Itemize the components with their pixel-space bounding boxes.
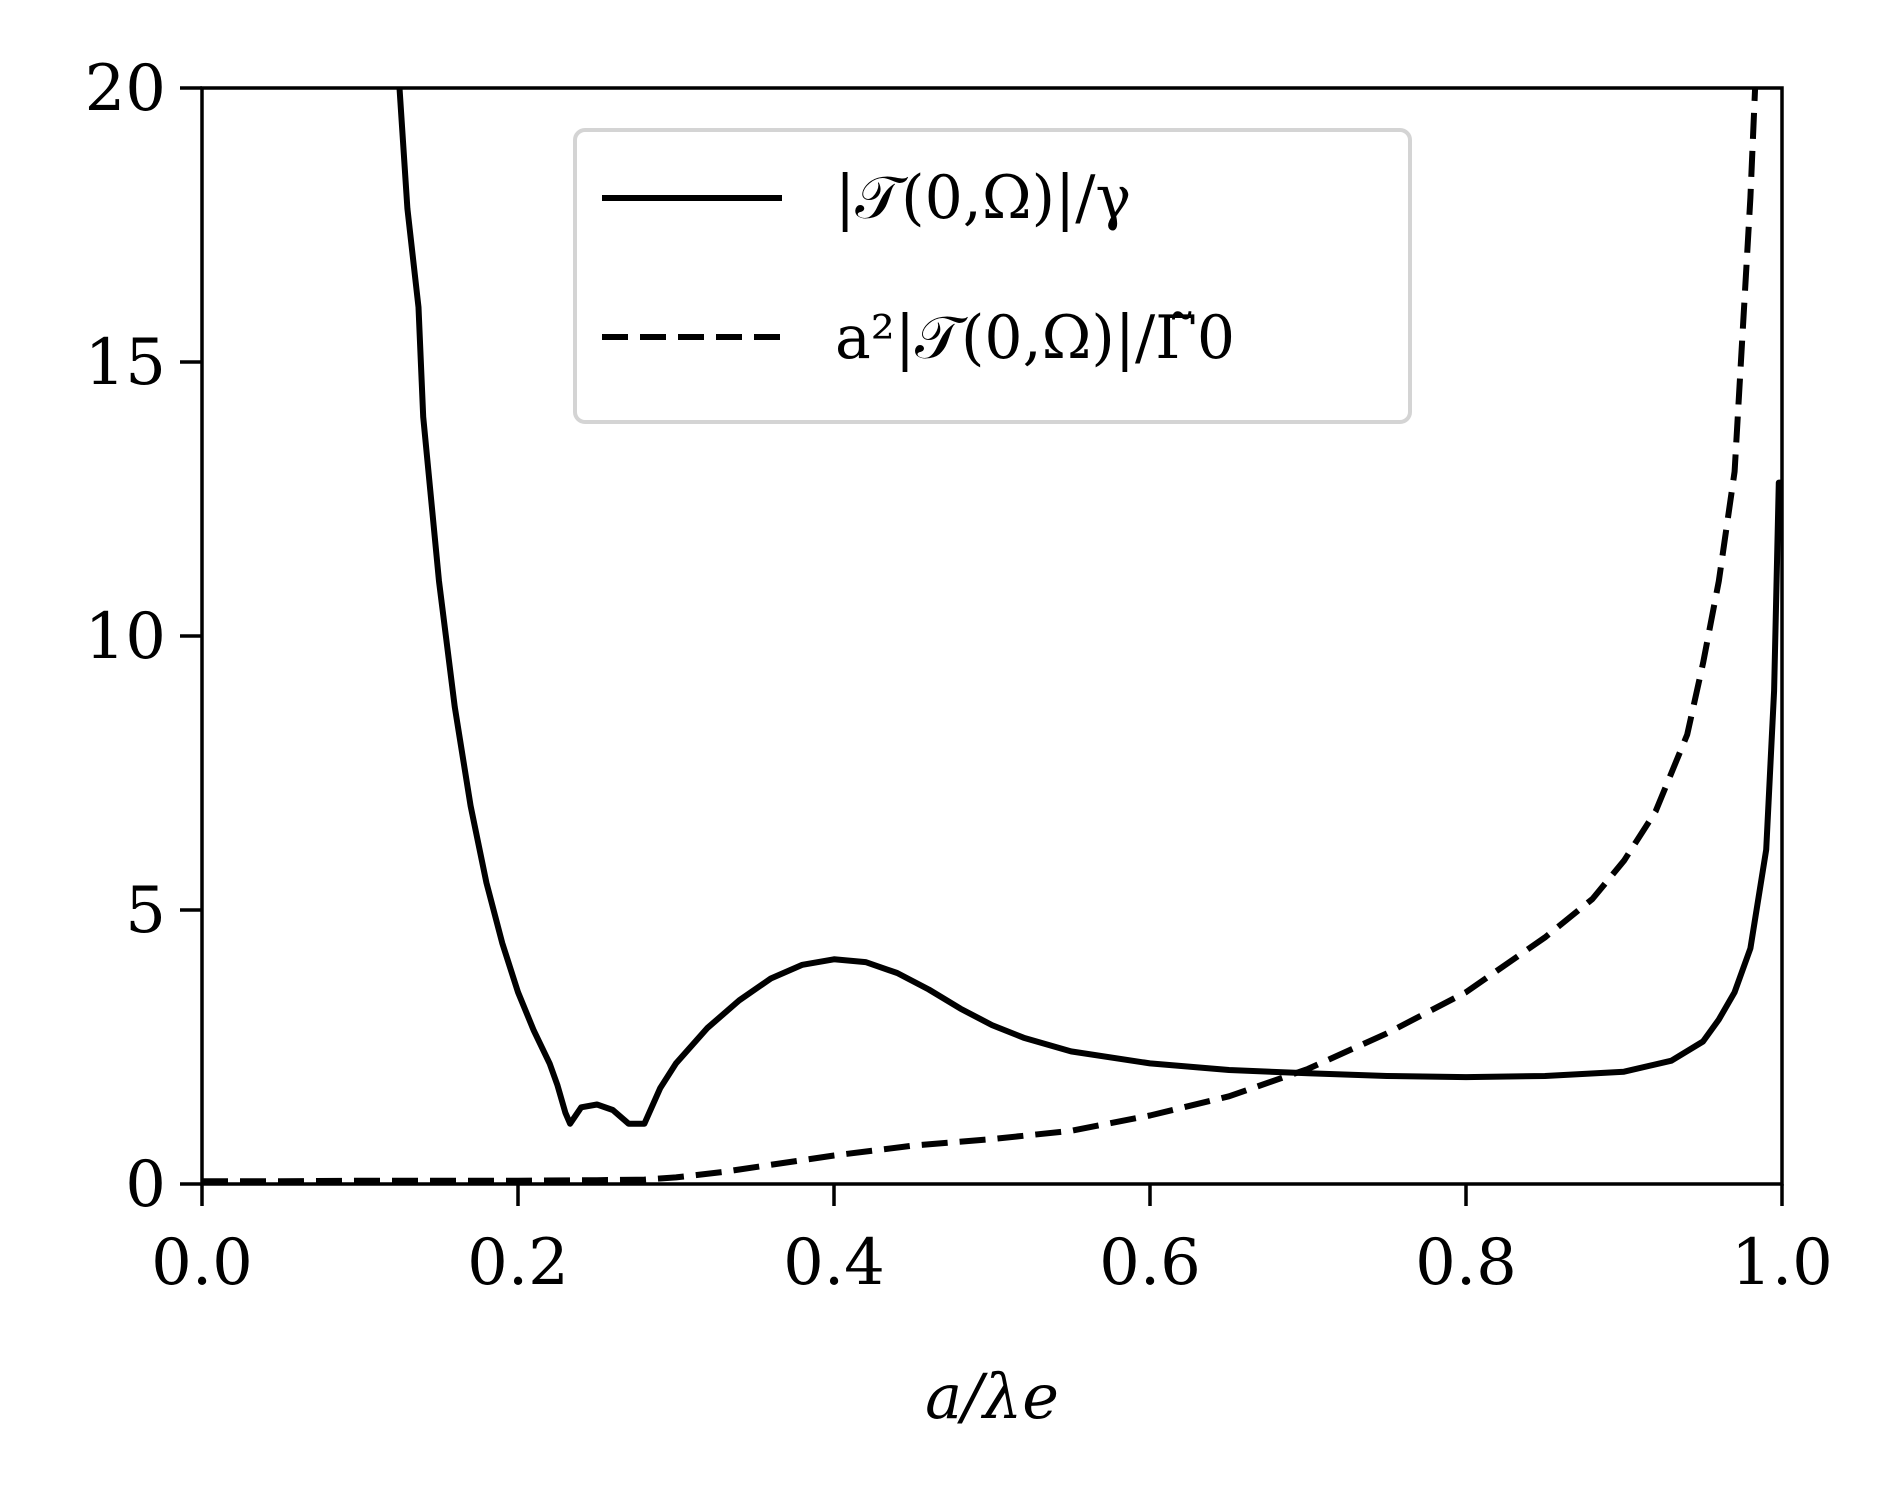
series-layer (202, 87, 1782, 1185)
tick-layer: 0.0 0.2 0.4 0.6 0.8 1.0 0 5 10 15 20 (85, 52, 1833, 1300)
y-tick-label: 0 (125, 1148, 166, 1222)
legend: |𝒯(0,Ω)|/γ a²|𝒯(0,Ω)|/Γ̃0 (573, 128, 1412, 424)
legend-box (573, 128, 1412, 424)
x-tick-label: 1.0 (1731, 1226, 1833, 1300)
legend-label-dashed: a²|𝒯(0,Ω)|/Γ̃0 (835, 303, 1235, 373)
y-tick-label: 20 (85, 52, 166, 126)
x-tick-label: 0.4 (783, 1226, 885, 1300)
series-line-dashed (202, 87, 1759, 1185)
x-tick-label: 0.6 (1099, 1226, 1201, 1300)
y-tick-label: 10 (85, 600, 166, 674)
y-tick-label: 15 (85, 326, 166, 400)
x-tick-label: 0.8 (1415, 1226, 1517, 1300)
legend-label-solid: |𝒯(0,Ω)|/γ (835, 163, 1131, 233)
x-axis-title: a/λe (925, 1360, 1059, 1433)
series-line-solid (396, 87, 1782, 1127)
x-tick-label: 0.2 (467, 1226, 569, 1300)
x-tick-label: 0.0 (151, 1226, 253, 1300)
y-tick-label: 5 (125, 874, 166, 948)
